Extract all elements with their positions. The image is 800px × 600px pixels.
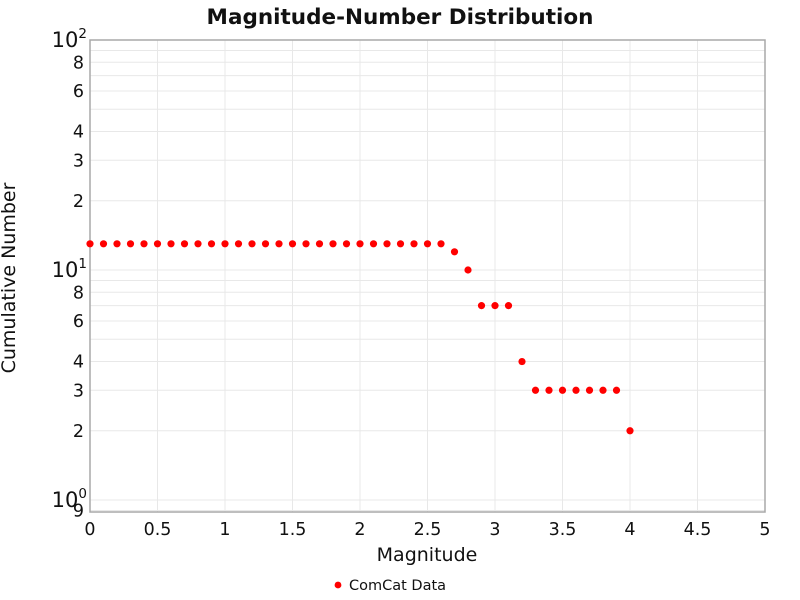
data-point [302, 240, 310, 248]
data-point [153, 240, 162, 248]
y-tick-label: 9 [73, 502, 84, 522]
y-tick-label: 3 [73, 151, 84, 171]
data-point [356, 240, 364, 248]
data-point [464, 266, 472, 274]
data-point [383, 240, 391, 248]
data-point [194, 240, 202, 248]
data-point [329, 240, 337, 248]
x-tick-label: 2 [354, 520, 365, 540]
data-point [315, 240, 324, 248]
data-point [545, 386, 553, 394]
x-tick-label: 1.5 [279, 520, 307, 540]
legend-label: ComCat Data [349, 578, 446, 594]
data-point [99, 240, 108, 248]
data-point [113, 240, 121, 248]
plot-border [89, 39, 766, 513]
data-point [491, 302, 499, 310]
data-point [126, 240, 135, 248]
data-series-comcat [86, 240, 634, 435]
y-tick-label: 8 [73, 283, 84, 303]
x-tick-label: 1 [219, 520, 230, 540]
data-point [248, 240, 256, 248]
data-point [450, 248, 459, 256]
legend-marker-icon [334, 581, 342, 589]
data-point [234, 240, 243, 248]
data-point [342, 240, 351, 248]
tick-labels: 0 0.5 1 1.5 2 2.5 3 3.5 4 4.5 5 8 6 4 3 2 8 6 4 3 2 9 102 101 10… [52, 26, 771, 540]
data-point [612, 386, 621, 394]
x-tick-label: 3.5 [549, 520, 577, 540]
data-point [396, 240, 405, 248]
data-point [167, 240, 175, 248]
x-tick-label: 4.5 [684, 520, 712, 540]
x-tick-label: 0 [84, 520, 95, 540]
x-tick-label: 0.5 [144, 520, 172, 540]
x-tick-label: 4 [624, 520, 635, 540]
data-point [423, 240, 432, 248]
data-point [437, 240, 445, 248]
data-point [504, 302, 513, 310]
data-point [369, 240, 378, 248]
chart-title: Magnitude-Number Distribution [207, 5, 594, 30]
data-point [275, 240, 283, 248]
y-tick-label-major: 101 [52, 256, 87, 282]
data-point [531, 386, 540, 394]
y-tick-label: 8 [73, 53, 84, 73]
data-point [140, 240, 148, 248]
y-tick-label: 4 [73, 123, 84, 143]
x-tick-label: 2.5 [414, 520, 442, 540]
y-tick-label-major: 100 [52, 486, 87, 512]
y-tick-label: 6 [73, 312, 84, 332]
y-axis-label: Cumulative Number [0, 182, 20, 373]
y-tick-label: 4 [73, 353, 84, 373]
data-point [585, 386, 594, 394]
y-tick-label: 2 [73, 192, 84, 212]
data-point [180, 240, 189, 248]
data-point [599, 386, 607, 394]
legend: ComCat Data [334, 578, 446, 594]
y-tick-label: 6 [73, 82, 84, 102]
data-point [477, 302, 486, 310]
data-point [626, 427, 634, 435]
y-tick-label: 2 [73, 422, 84, 442]
grid-layer [89, 39, 766, 512]
y-tick-label-major: 102 [52, 26, 87, 52]
axes-border [89, 39, 766, 513]
y-tick-label: 3 [73, 381, 84, 401]
x-tick-label: 3 [489, 520, 500, 540]
data-point [261, 240, 270, 248]
data-point [221, 240, 229, 248]
data-point [288, 240, 297, 248]
data-point [518, 357, 526, 366]
data-point [572, 386, 580, 394]
data-point [86, 240, 94, 248]
data-point [410, 240, 418, 248]
x-axis-label: Magnitude [377, 544, 478, 566]
data-point [207, 240, 216, 248]
data-point [558, 386, 567, 394]
x-tick-label: 5 [759, 520, 770, 540]
